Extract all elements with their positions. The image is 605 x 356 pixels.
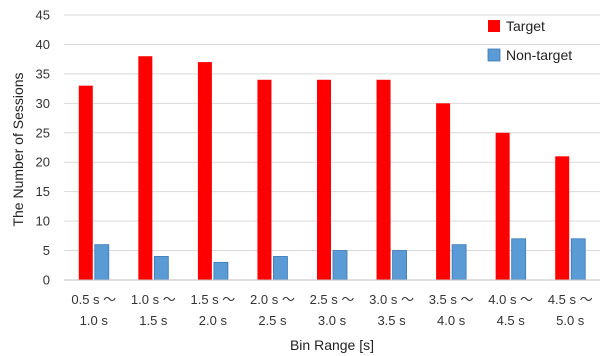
legend-label: Target <box>506 18 545 34</box>
y-axis-title: The Number of Sessions <box>10 72 26 226</box>
x-axis-title: Bin Range [s] <box>290 337 374 353</box>
x-tick-label: 4.0 s <box>437 313 466 328</box>
bar-non-target-6 <box>451 244 467 281</box>
bar-target-2 <box>197 62 212 280</box>
x-tick-label: 2.0 s 〜 <box>250 292 295 307</box>
x-tick-label: 2.5 s <box>258 313 287 328</box>
x-tick-label: 0.5 s 〜 <box>71 292 116 307</box>
bar-target-1 <box>138 56 153 280</box>
y-tick-label: 0 <box>43 273 50 288</box>
y-tick-label: 40 <box>36 37 50 52</box>
bar-non-target-0 <box>94 244 110 281</box>
bar-non-target-1 <box>153 256 169 281</box>
x-tick-label: 1.0 s 〜 <box>131 292 176 307</box>
bar-target-5 <box>376 79 391 281</box>
x-tick-label: 3.0 s 〜 <box>369 292 414 307</box>
x-tick-label: 3.5 s 〜 <box>429 292 474 307</box>
x-tick-label: 3.5 s <box>377 313 406 328</box>
y-tick-label: 5 <box>43 243 50 258</box>
y-tick-label: 15 <box>36 184 50 199</box>
bars <box>78 56 586 281</box>
x-tick-label: 2.5 s 〜 <box>310 292 355 307</box>
x-tick-label: 1.0 s <box>80 313 109 328</box>
x-tick-label: 5.0 s <box>556 313 585 328</box>
bar-non-target-7 <box>511 238 527 281</box>
y-axis-ticks: 0 5 10 15 20 25 30 35 40 45 <box>36 8 50 288</box>
legend-label: Non-target <box>506 47 572 63</box>
bar-target-7 <box>495 132 510 280</box>
bar-target-8 <box>555 156 570 280</box>
y-tick-label: 20 <box>36 155 50 170</box>
bar-non-target-8 <box>570 238 586 281</box>
bar-non-target-5 <box>392 250 407 281</box>
bar-target-3 <box>257 79 272 281</box>
bar-non-target-4 <box>332 250 348 281</box>
x-axis-ticks: 0.5 s 〜 1.0 s 1.0 s 〜 1.5 s 1.5 s 〜 2.0 s 2.0 … <box>71 292 592 328</box>
x-tick-label: 3.0 s <box>318 313 347 328</box>
x-tick-label: 4.0 s 〜 <box>488 292 533 307</box>
y-tick-label: 35 <box>36 66 50 81</box>
legend-swatch-non-target <box>487 48 501 62</box>
y-tick-label: 45 <box>36 8 50 23</box>
legend-swatch-target <box>488 20 500 32</box>
bar-non-target-3 <box>273 256 288 281</box>
y-tick-label: 25 <box>36 125 50 140</box>
gridlines <box>64 14 600 252</box>
bar-target-4 <box>317 79 331 281</box>
bar-non-target-2 <box>213 261 229 281</box>
legend: Target Non-target <box>487 18 572 63</box>
y-tick-label: 10 <box>36 214 50 229</box>
bar-target-0 <box>78 85 93 281</box>
x-tick-label: 2.0 s <box>199 313 228 328</box>
x-tick-label: 4.5 s <box>497 313 526 328</box>
x-tick-label: 4.5 s 〜 <box>548 292 593 307</box>
x-tick-label: 1.5 s <box>139 313 168 328</box>
bar-target-6 <box>436 103 451 280</box>
x-tick-label: 1.5 s 〜 <box>190 292 235 307</box>
y-tick-label: 30 <box>36 96 50 111</box>
